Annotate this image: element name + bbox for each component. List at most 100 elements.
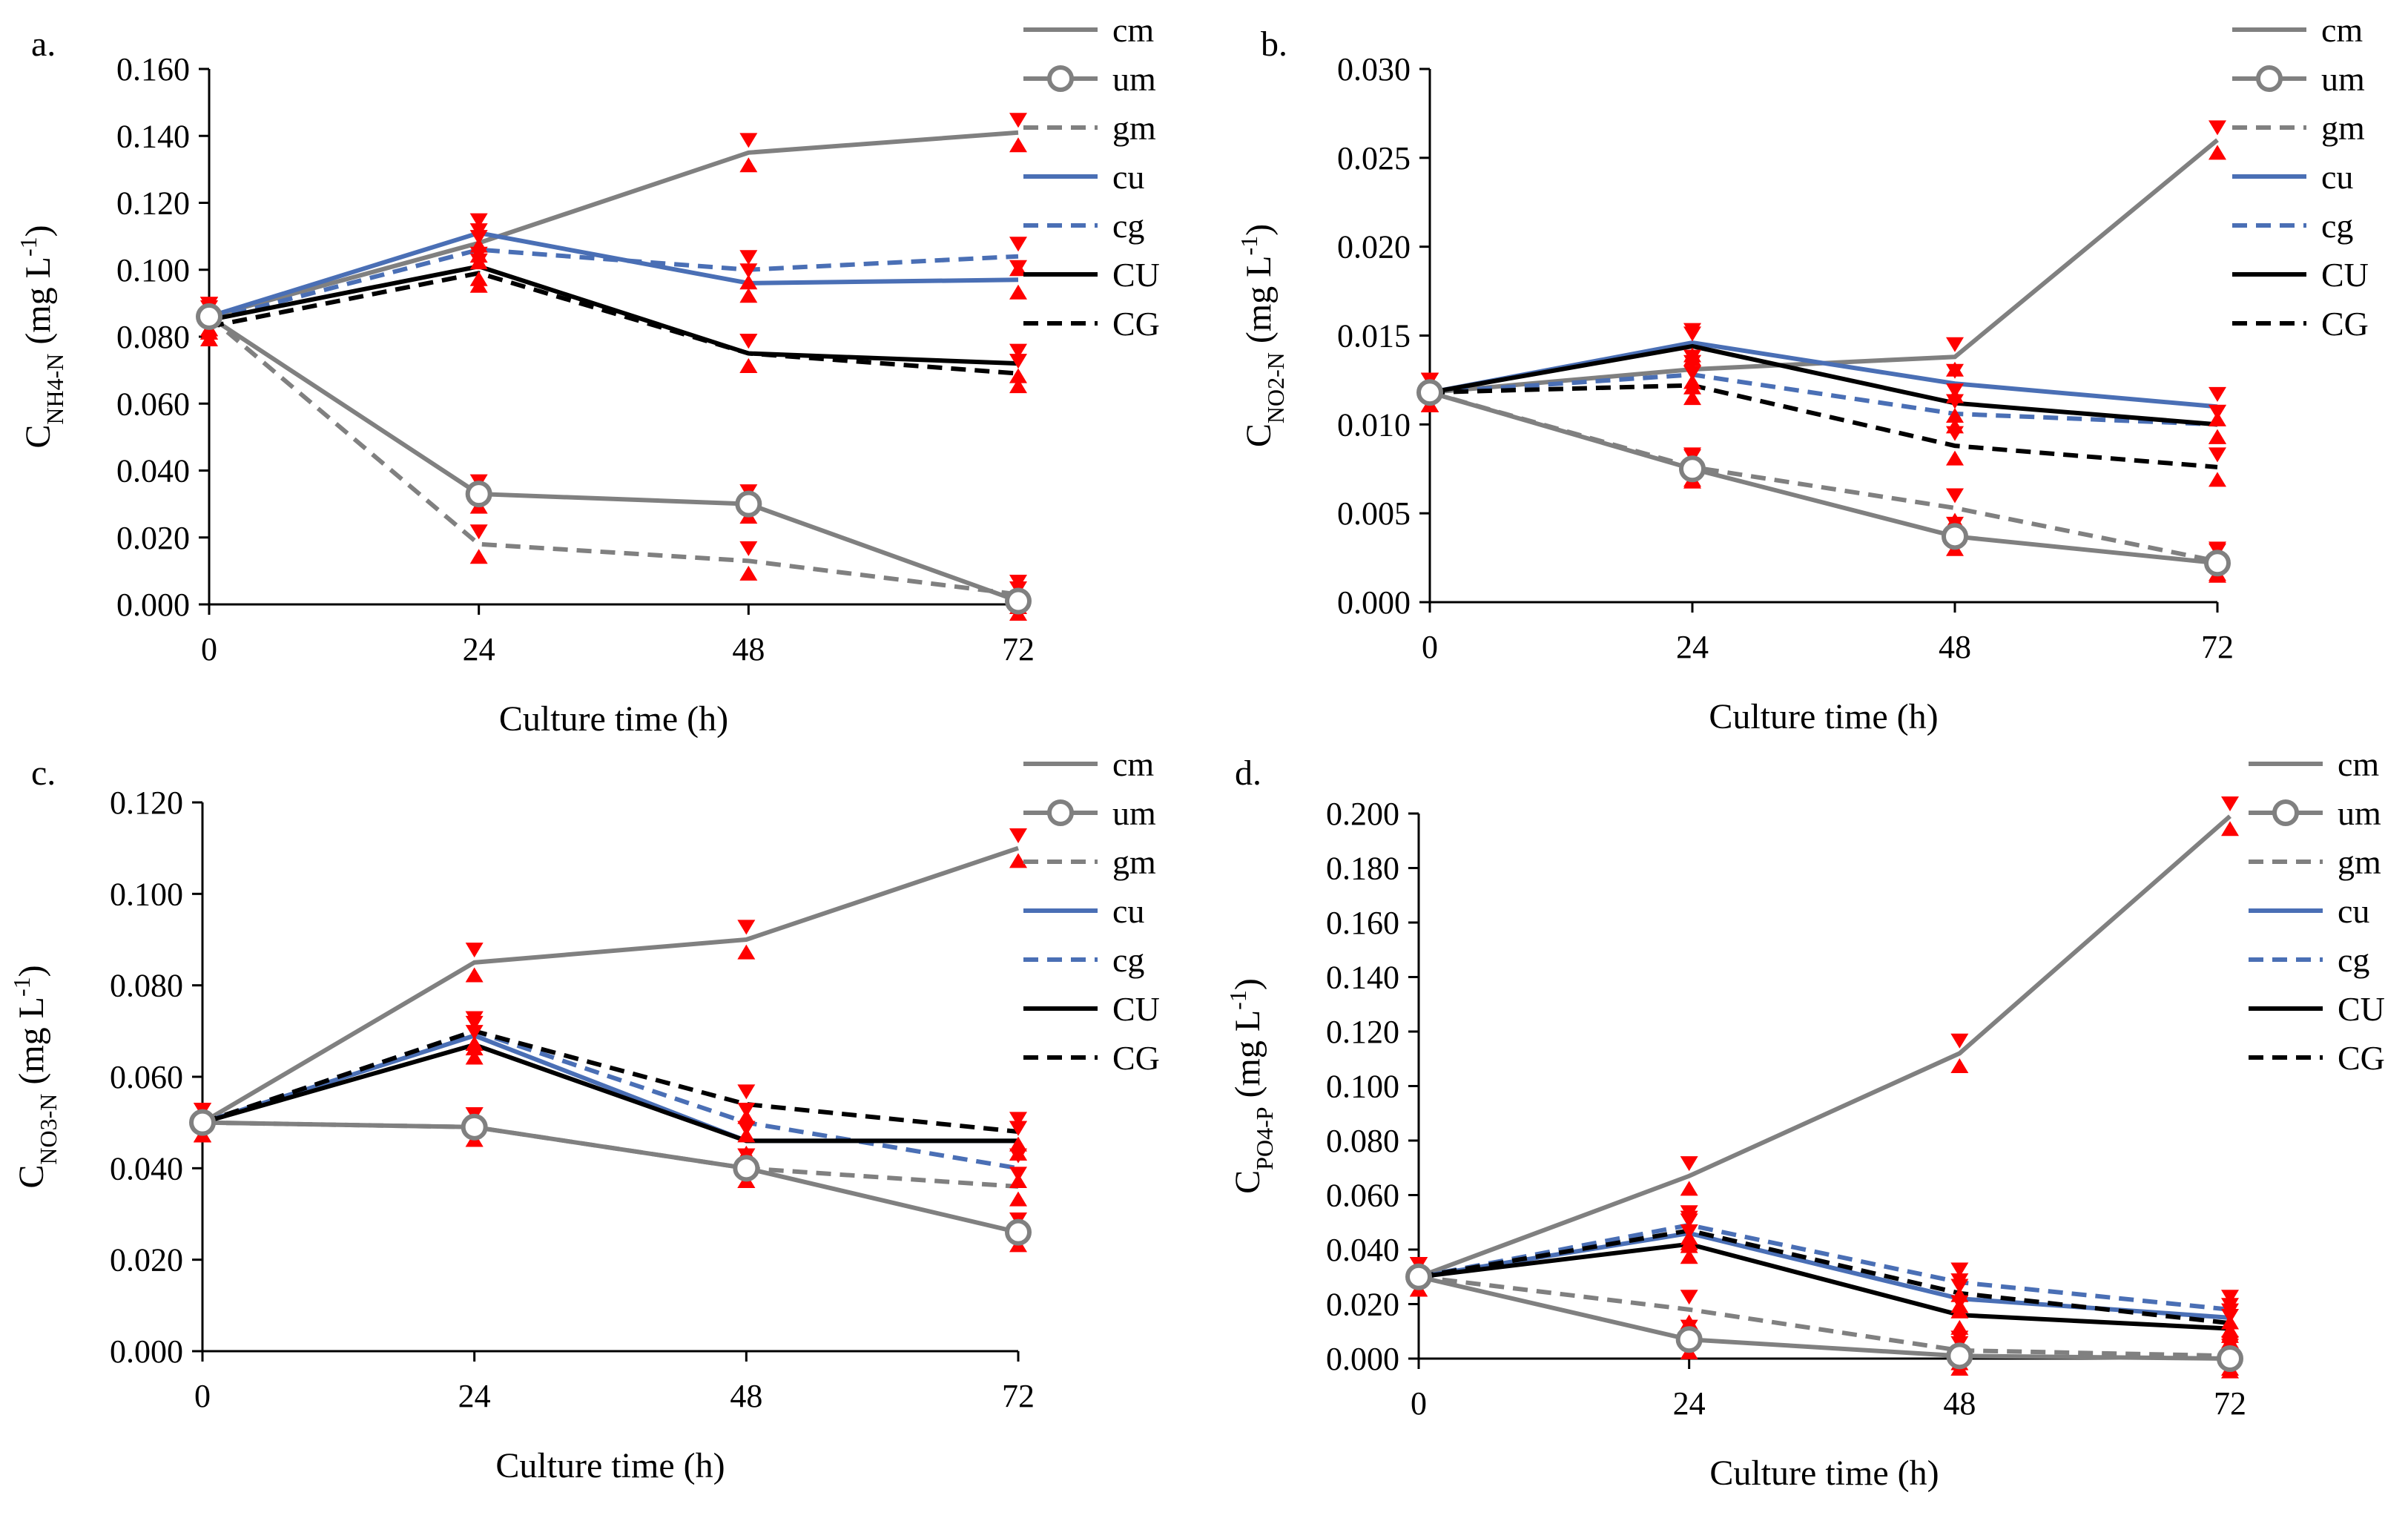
data-point-um: [2204, 550, 2231, 577]
error-cap-top: [1680, 1156, 1698, 1172]
error-cap-top: [737, 1121, 756, 1136]
legend-marker-um: [2256, 65, 2283, 92]
legend-label: cm: [1112, 745, 1154, 783]
legend-label: cm: [2338, 745, 2379, 783]
error-cap-bottom: [1680, 1249, 1698, 1264]
data-point-um: [196, 303, 222, 330]
error-cap-bottom: [1680, 1181, 1698, 1196]
error-cap-top: [2209, 541, 2226, 557]
error-cap-top: [2209, 404, 2226, 420]
legend-marker-um: [2272, 799, 2299, 826]
y-tick-label: 0.100: [116, 252, 190, 288]
series-line-cu: [1418, 1230, 2231, 1320]
series-line-cm: [208, 130, 1019, 319]
y-axis-label-unit: (mg L: [1239, 256, 1279, 353]
legend-label: um: [2338, 794, 2381, 832]
error-cap-bottom: [1009, 368, 1027, 383]
y-tick-label: 0.025: [1337, 140, 1411, 176]
error-cap-bottom: [2209, 429, 2226, 444]
x-axis-label: Culture time (h): [1709, 1454, 1939, 1493]
panel-label: c.: [31, 753, 56, 793]
series-line-CG: [208, 271, 1019, 376]
y-tick-label: 0.040: [116, 453, 190, 489]
y-tick-label: 0.160: [116, 51, 190, 88]
y-axis-label-sup: -1: [1224, 990, 1251, 1010]
error-cap-bottom: [1009, 1145, 1027, 1161]
y-tick-label: 0.020: [110, 1242, 183, 1279]
legend-label: gm: [2338, 843, 2381, 881]
error-cap-bottom: [465, 1035, 484, 1051]
data-point-um: [1942, 523, 1968, 550]
data-point-um: [1405, 1263, 1432, 1290]
series-line-CG: [1429, 383, 2218, 469]
x-tick-label: 48: [730, 1378, 762, 1414]
error-cap-top: [737, 1084, 756, 1100]
series-line-CU: [1418, 1241, 2231, 1331]
legend-label: gm: [1112, 843, 1156, 881]
data-point-um: [1416, 379, 1443, 406]
y-axis-label: CNO3-N (mg L-1): [8, 965, 62, 1188]
series-line-CU: [1429, 343, 2218, 427]
error-cap-bottom: [1009, 284, 1027, 300]
legend-label: CU: [1112, 990, 1160, 1028]
legend-label: CG: [2321, 305, 2369, 343]
error-cap-top: [739, 133, 758, 148]
error-cap-top: [1009, 1112, 1027, 1127]
y-axis-label: CNO2-N (mg L-1): [1236, 224, 1289, 447]
y-axis-label-close: ): [19, 225, 58, 237]
error-cap-top: [1946, 383, 1964, 399]
error-cap-bottom: [737, 944, 756, 960]
x-tick-label: 24: [458, 1378, 491, 1414]
y-tick-label: 0.010: [1337, 406, 1411, 443]
error-cap-bottom: [1946, 408, 1964, 423]
x-tick-label: 0: [1411, 1385, 1427, 1422]
legend-label: cm: [1112, 11, 1154, 49]
error-cap-bottom: [465, 967, 484, 983]
x-tick-label: 72: [1002, 1378, 1035, 1414]
series-line-cg: [208, 247, 1019, 323]
x-tick-label: 0: [1422, 629, 1438, 665]
y-axis-label: CPO4-P (mg L-1): [1224, 978, 1278, 1194]
legend-label: CU: [1112, 256, 1160, 294]
series-line-um: [1418, 1274, 2231, 1361]
error-cap-top: [737, 920, 756, 935]
legend: cm um gm cu cg CU CG: [2232, 11, 2369, 343]
data-point-um: [1946, 1342, 1973, 1370]
error-cap-top: [739, 250, 758, 265]
panel-label: b.: [1261, 24, 1287, 64]
error-cap-top: [1680, 1210, 1698, 1226]
x-tick-label: 48: [732, 631, 765, 667]
error-cap-bottom: [2209, 472, 2226, 487]
y-tick-label: 0.060: [116, 386, 190, 422]
data-point-um: [735, 490, 762, 518]
y-tick-label: 0.200: [1326, 796, 1399, 832]
y-axis-label-sub: NO2-N: [1262, 352, 1289, 423]
error-cap-bottom: [469, 549, 488, 564]
legend-label: cg: [2321, 207, 2353, 245]
y-axis-label-sub: NO3-N: [35, 1094, 62, 1165]
legend: cm um gm cu cg CU CG: [2249, 745, 2385, 1077]
y-tick-label: 0.060: [110, 1059, 183, 1095]
legend-label: CG: [2338, 1039, 2385, 1077]
legend-label: cu: [1112, 158, 1144, 196]
error-cap-bottom: [1680, 1235, 1698, 1250]
legend-label: cu: [1112, 892, 1144, 930]
y-tick-label: 0.040: [110, 1150, 183, 1187]
error-cap-top: [465, 1025, 484, 1040]
error-cap-top: [1009, 113, 1027, 128]
y-tick-label: 0.120: [1326, 1014, 1399, 1050]
y-tick-label: 0.000: [1337, 584, 1411, 621]
legend-label: cg: [1112, 941, 1144, 979]
legend: cm um gm cu cg CU CG: [1023, 11, 1160, 343]
error-cap-bottom: [739, 157, 758, 173]
chart-panel-c: 0.000 0.020 0.040 0.060 0.080 0.100 0.120 0 24 48…: [8, 745, 1160, 1485]
series-line-um: [1429, 390, 2218, 566]
y-tick-label: 0.000: [116, 587, 190, 623]
error-cap-bottom: [2221, 1327, 2239, 1343]
y-axis-label-main: C: [12, 1165, 51, 1189]
error-cap-bottom: [469, 277, 488, 293]
error-cap-top: [2209, 120, 2226, 136]
x-tick-label: 72: [2201, 629, 2234, 665]
